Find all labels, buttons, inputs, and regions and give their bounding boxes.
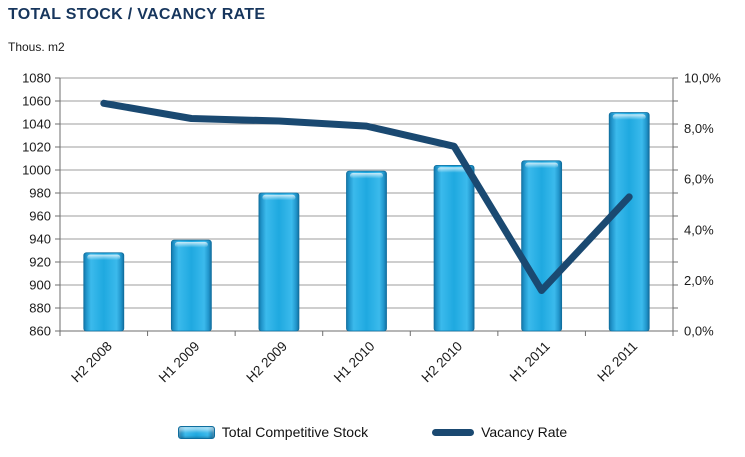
x-axis-label: H2 2010 xyxy=(418,339,465,386)
chart-legend: Total Competitive Stock Vacancy Rate xyxy=(0,424,745,440)
bar-h1-2011 xyxy=(521,160,563,332)
left-axis-tick-label: 1080 xyxy=(22,71,51,86)
left-axis-tick-label: 940 xyxy=(29,232,51,247)
right-axis-labels: 0,0% 2,0% 4,0% 6,0% 8,0% 10,0% xyxy=(673,71,721,339)
left-axis-units-label: Thous. m2 xyxy=(8,40,65,54)
right-axis-tick-label: 8,0% xyxy=(684,121,714,136)
left-axis-tick-label: 880 xyxy=(29,301,51,316)
chart-title: TOTAL STOCK / VACANCY RATE xyxy=(8,6,266,23)
bar-h2-2011 xyxy=(608,112,650,332)
x-axis-label: H1 2011 xyxy=(507,339,553,385)
left-axis-tick-label: 860 xyxy=(29,324,51,339)
x-axis-label: H2 2011 xyxy=(594,339,640,385)
axes xyxy=(59,78,674,332)
right-axis-tick-label: 2,0% xyxy=(684,273,714,288)
legend-label-stock: Total Competitive Stock xyxy=(221,424,369,440)
left-axis-tick-label: 1060 xyxy=(22,94,51,109)
legend-item-vacancy-rate: Vacancy Rate xyxy=(432,424,567,440)
right-axis-tick-label: 6,0% xyxy=(684,172,714,187)
bar-h2-2009 xyxy=(258,192,300,332)
left-axis-tick-label: 1040 xyxy=(22,117,51,132)
x-axis-label: H1 2010 xyxy=(331,339,378,386)
left-axis-tick-label: 1020 xyxy=(22,140,51,155)
bar-h2-2008 xyxy=(83,252,125,332)
bar-h1-2010 xyxy=(346,170,387,332)
x-axis-label: H2 2009 xyxy=(243,339,290,386)
bars-total-competitive-stock xyxy=(83,112,650,332)
x-axis-label: H1 2009 xyxy=(156,339,203,386)
left-axis-tick-label: 1000 xyxy=(22,163,51,178)
left-axis-labels: 860 880 900 920 940 960 980 1000 1020 1040 1060 108… xyxy=(22,71,60,339)
x-axis-category-labels: H2 2008 H1 2009 H2 2009 H1 2010 H2 2010 H1 20… xyxy=(68,339,640,386)
left-axis-tick-label: 980 xyxy=(29,186,51,201)
right-axis-tick-label: 10,0% xyxy=(684,71,721,86)
x-axis-ticks xyxy=(59,331,674,336)
legend-item-total-competitive-stock: Total Competitive Stock xyxy=(177,424,369,440)
right-axis-tick-label: 4,0% xyxy=(684,222,714,237)
left-axis-tick-label: 960 xyxy=(29,209,51,224)
right-axis-tick-label: 0,0% xyxy=(684,324,714,339)
bar-h2-2010 xyxy=(433,164,475,332)
legend-label-vacancy: Vacancy Rate xyxy=(481,424,568,440)
left-axis-tick-label: 900 xyxy=(29,278,51,293)
bar-swatch-icon xyxy=(177,425,215,439)
vacancy-rate-line xyxy=(100,99,633,294)
line-vacancy-rate xyxy=(100,99,633,294)
x-axis-label: H2 2008 xyxy=(68,339,115,386)
left-axis-tick-label: 920 xyxy=(29,255,51,270)
bar-h1-2009 xyxy=(170,239,212,332)
line-swatch-icon xyxy=(432,428,475,436)
